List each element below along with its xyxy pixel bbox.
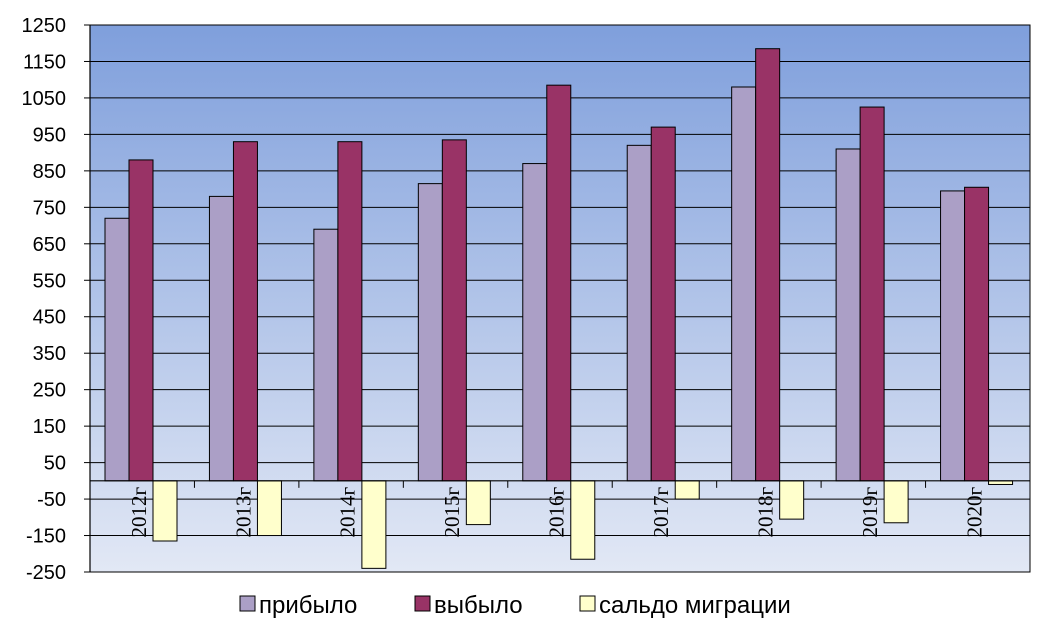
bar-saldo xyxy=(256,480,282,537)
bar-vybylo xyxy=(546,84,572,482)
x-tick-label: 2020г xyxy=(962,486,986,537)
y-tick-label: 650 xyxy=(33,234,66,256)
bar-pribylo xyxy=(417,183,443,482)
x-tick-label: 2015г xyxy=(440,486,464,537)
bar-pribylo xyxy=(208,195,234,482)
bar-pribylo xyxy=(522,163,548,482)
legend-swatch xyxy=(239,595,256,612)
bar-saldo xyxy=(674,480,700,500)
bar-pribylo xyxy=(313,228,339,482)
bar-saldo xyxy=(361,480,387,569)
bar-vybylo xyxy=(232,141,258,482)
y-tick-label: 950 xyxy=(33,124,66,146)
bar-vybylo xyxy=(337,141,363,482)
legend-label: сальдо миграции xyxy=(599,592,791,619)
y-tick-label: 450 xyxy=(33,307,66,329)
x-tick-label: 2014г xyxy=(336,486,360,537)
legend-label: прибыло xyxy=(259,592,357,619)
bar-vybylo xyxy=(650,126,676,482)
bar-saldo xyxy=(779,480,805,520)
bar-vybylo xyxy=(964,186,990,482)
y-tick-label: 550 xyxy=(33,270,66,292)
y-axis-labels: 1250 1150 1050 950 850 750 650 550 450 350 250 150 5… xyxy=(22,15,90,584)
x-tick-label: 2013г xyxy=(231,486,255,537)
legend-label: выбыло xyxy=(434,592,523,619)
y-tick-label: -250 xyxy=(26,562,66,584)
y-tick-label: 50 xyxy=(44,453,66,475)
legend-swatch xyxy=(414,595,431,612)
bar-saldo xyxy=(570,480,596,560)
legend-swatch xyxy=(579,595,596,612)
y-tick-label: 750 xyxy=(33,197,66,219)
y-tick-label: 1250 xyxy=(22,15,67,37)
legend: прибыло выбыло сальдо миграции xyxy=(239,592,791,619)
x-tick-label: 2012г xyxy=(127,486,151,537)
bar-saldo xyxy=(883,480,909,524)
bar-pribylo xyxy=(940,190,966,482)
y-tick-label: -150 xyxy=(26,526,66,548)
bar-vybylo xyxy=(441,139,467,482)
bar-pribylo xyxy=(835,148,861,482)
y-tick-label: 250 xyxy=(33,380,66,402)
bar-saldo xyxy=(152,480,178,542)
y-tick-label: 150 xyxy=(33,416,66,438)
y-tick-label: 1150 xyxy=(23,51,66,73)
x-tick-label: 2018г xyxy=(753,486,777,537)
x-axis-labels: 2012г 2013г 2014г 2015г 2016г 2017г 2018г 2019г… xyxy=(127,480,986,537)
x-tick-label: 2016г xyxy=(545,486,569,537)
bar-pribylo xyxy=(626,144,652,482)
y-tick-label: -50 xyxy=(37,489,66,511)
bars xyxy=(104,48,1014,569)
axes xyxy=(89,25,1030,572)
x-tick-label: 2017г xyxy=(649,486,673,537)
bar-pribylo xyxy=(731,86,757,482)
y-tick-label: 1050 xyxy=(22,88,67,110)
bar-vybylo xyxy=(859,106,885,482)
bar-saldo xyxy=(465,480,491,526)
bar-pribylo xyxy=(104,217,130,482)
bar-vybylo xyxy=(755,48,781,482)
y-tick-label: 350 xyxy=(33,343,66,365)
bar-vybylo xyxy=(128,159,154,482)
x-tick-label: 2019г xyxy=(858,486,882,537)
y-tick-label: 850 xyxy=(33,161,66,183)
